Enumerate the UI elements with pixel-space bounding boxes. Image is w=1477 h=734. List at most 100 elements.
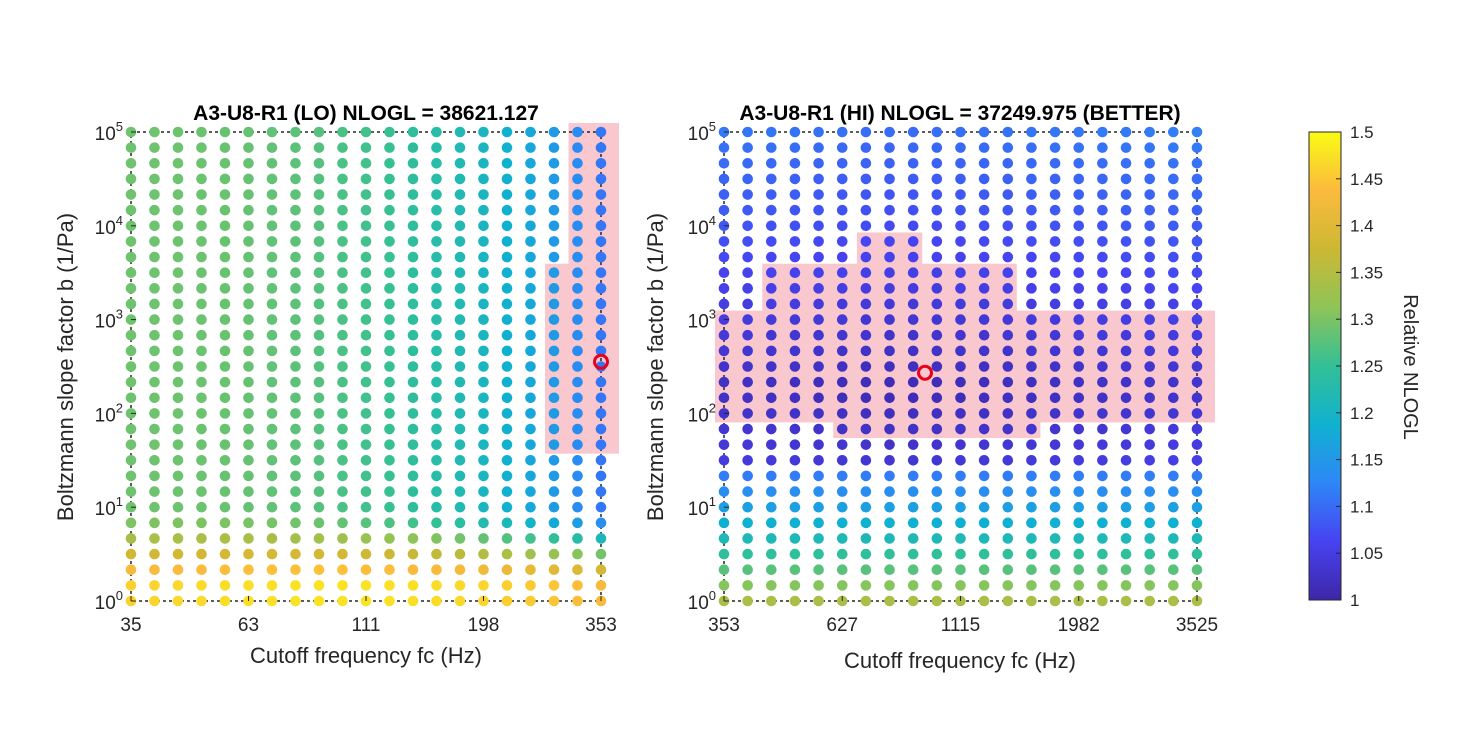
data-point (1002, 283, 1014, 294)
data-point (360, 439, 372, 450)
data-point (196, 486, 207, 497)
data-point (1191, 470, 1203, 482)
data-point (572, 564, 583, 576)
data-point (1168, 157, 1179, 169)
data-point (931, 501, 943, 513)
data-point (1073, 486, 1085, 497)
data-point (813, 376, 824, 388)
data-point (1144, 595, 1155, 607)
data-point (907, 580, 919, 591)
data-point (407, 595, 419, 607)
data-point (595, 423, 607, 435)
data-point (595, 204, 607, 216)
data-point (1168, 439, 1179, 450)
data-point (1144, 189, 1155, 200)
data-point (1049, 236, 1061, 247)
data-point (1120, 564, 1132, 576)
data-point (907, 517, 919, 529)
data-point (1191, 126, 1203, 138)
data-point (548, 361, 560, 372)
data-point (290, 236, 301, 247)
data-point (149, 580, 160, 591)
data-point (149, 298, 160, 310)
data-point (337, 298, 348, 310)
data-point (907, 408, 919, 419)
data-point (431, 408, 442, 419)
data-point (266, 564, 278, 576)
data-point (718, 298, 730, 310)
data-point (742, 314, 753, 325)
data-point (1191, 236, 1203, 247)
data-point (1144, 439, 1155, 450)
data-point (766, 439, 777, 450)
data-point (931, 329, 943, 341)
data-point (595, 548, 607, 560)
data-point (1026, 236, 1037, 247)
colorbar-ticks: 1 1.05 1.1 1.15 1.2 1.25 1.3 1.35 1.4 1.45 1.5 (1336, 123, 1383, 610)
data-point (548, 423, 560, 435)
data-point (742, 361, 753, 372)
y-tick-label: 101 (95, 494, 123, 520)
panel-lo-x-axis-label: Cutoff frequency fc (Hz) (250, 643, 482, 668)
data-point (1002, 439, 1014, 450)
y-tick-label: 102 (95, 400, 123, 426)
data-point (478, 548, 489, 560)
data-point (525, 126, 536, 138)
data-point (501, 204, 513, 216)
data-point (548, 189, 560, 200)
data-point (243, 204, 254, 216)
data-point (196, 220, 207, 232)
data-point (572, 204, 583, 216)
data-point (454, 517, 466, 529)
data-point (125, 173, 137, 185)
data-point (525, 439, 536, 450)
data-point (1097, 501, 1108, 513)
data-point (360, 564, 372, 576)
data-point (1191, 345, 1203, 357)
data-point (290, 220, 301, 232)
data-point (407, 580, 419, 591)
data-point (431, 314, 442, 325)
data-point (766, 251, 777, 263)
data-point (125, 439, 137, 450)
data-point (595, 486, 607, 497)
data-point (1120, 298, 1132, 310)
data-point (789, 517, 801, 529)
data-point (1049, 204, 1061, 216)
data-point (572, 361, 583, 372)
data-point (1049, 298, 1061, 310)
data-point (1120, 455, 1132, 466)
data-point (501, 423, 513, 435)
data-point (431, 267, 442, 279)
data-point (454, 329, 466, 341)
data-point (172, 517, 184, 529)
data-point (1097, 486, 1108, 497)
data-point (1097, 329, 1108, 341)
data-point (572, 298, 583, 310)
data-point (360, 470, 372, 482)
data-point (813, 204, 824, 216)
data-point (931, 142, 943, 153)
data-point (478, 580, 489, 591)
data-point (337, 173, 348, 185)
data-point (149, 564, 160, 576)
data-point (836, 501, 848, 513)
data-point (337, 376, 348, 388)
data-point (789, 486, 801, 497)
data-point (1049, 517, 1061, 529)
data-point (907, 423, 919, 435)
data-point (501, 157, 513, 169)
data-point (407, 236, 419, 247)
data-point (1073, 361, 1085, 372)
data-point (478, 329, 489, 341)
data-point (525, 251, 536, 263)
data-point (836, 455, 848, 466)
data-point (243, 157, 254, 169)
data-point (337, 533, 348, 544)
data-point (978, 361, 990, 372)
data-point (219, 408, 231, 419)
data-point (595, 329, 607, 341)
data-point (290, 126, 301, 138)
data-point (1049, 580, 1061, 591)
data-point (266, 501, 278, 513)
